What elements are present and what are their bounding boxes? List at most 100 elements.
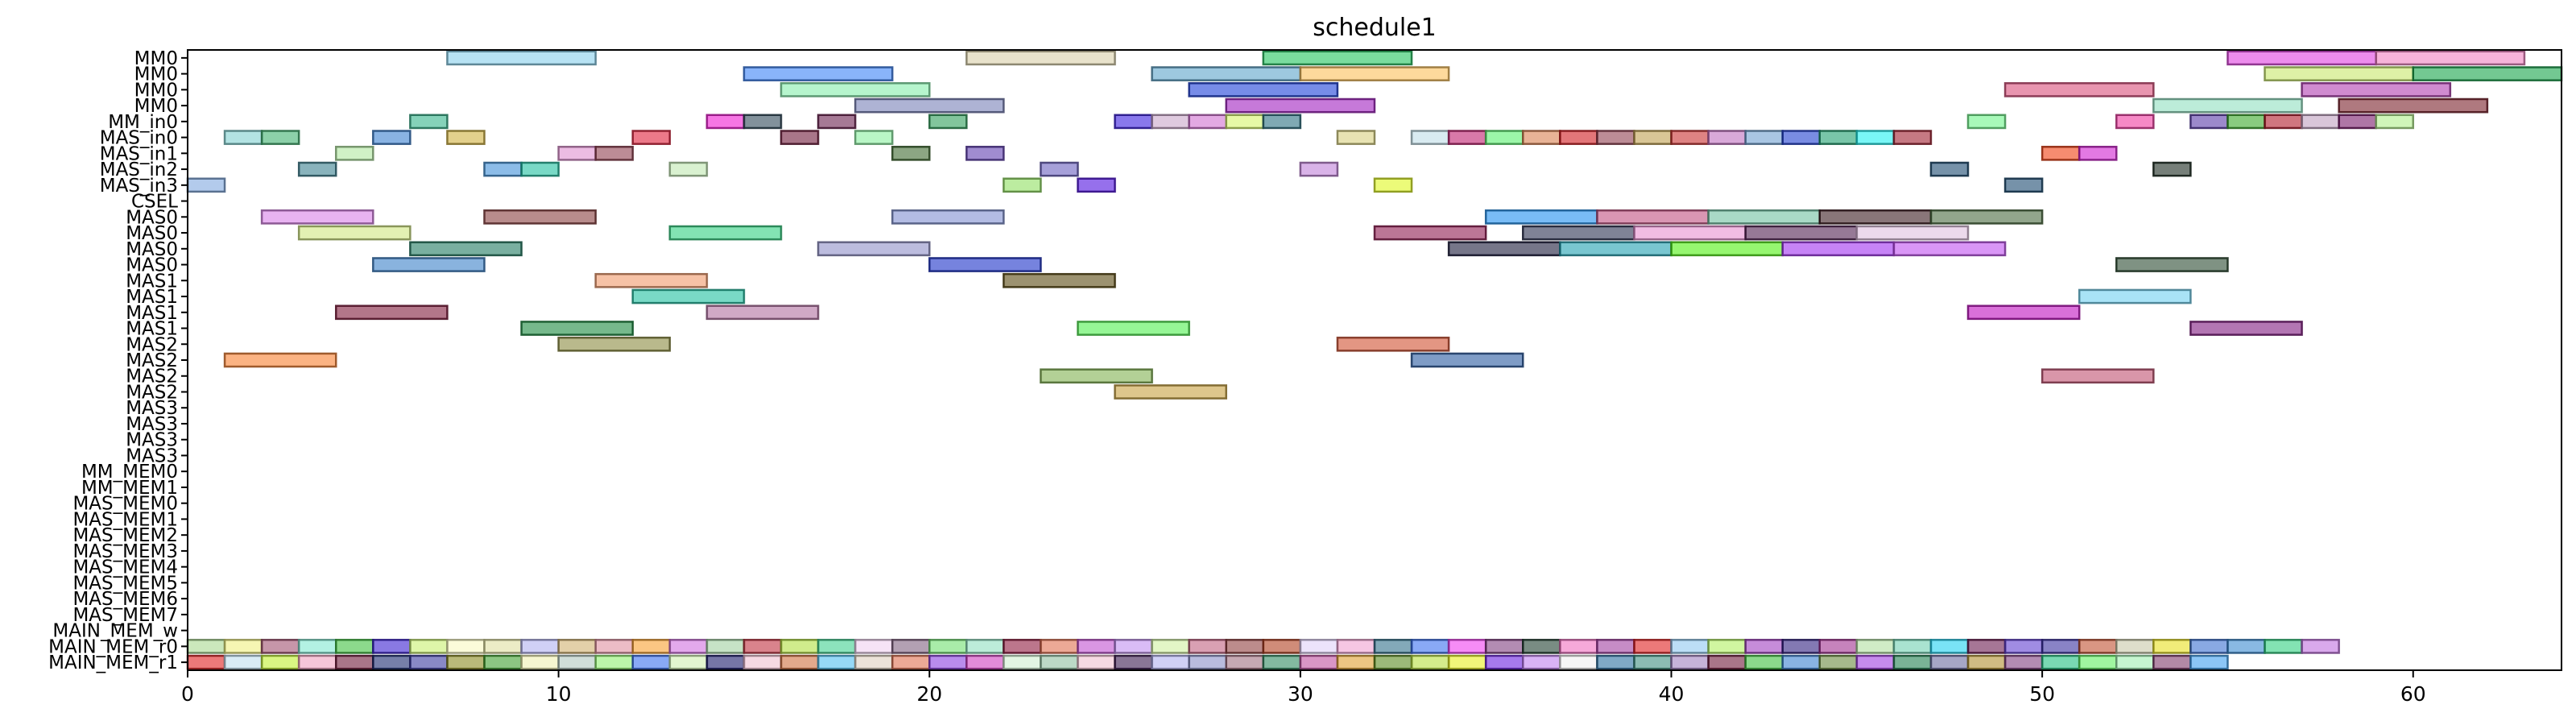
task-bar <box>891 209 1005 225</box>
memory-r1-bar <box>965 654 1005 670</box>
memory-r0-bar <box>1744 639 1784 654</box>
task-bar <box>520 321 634 336</box>
memory-r1-bar <box>928 654 968 670</box>
memory-r0-bar <box>705 639 746 654</box>
x-tick-label: 10 <box>546 682 572 706</box>
memory-r0-bar <box>297 639 337 654</box>
memory-r0-bar <box>668 639 709 654</box>
memory-r1-bar <box>1040 654 1079 670</box>
task-bar <box>2189 114 2229 130</box>
task-bar <box>854 97 1005 114</box>
memory-r1-bar <box>223 654 263 670</box>
memory-r1-bar <box>557 654 597 670</box>
memory-r0-bar <box>335 639 374 654</box>
memory-r0-bar <box>223 639 263 654</box>
task-bar <box>1447 241 1561 257</box>
memory-r0-bar <box>1225 639 1265 654</box>
y-tick-label: MAS_in0 <box>100 128 178 149</box>
task-bar <box>1447 130 1487 145</box>
y-tick-label: MAS2 <box>126 382 178 403</box>
memory-r0-bar <box>854 639 894 654</box>
memory-r1-bar <box>705 654 746 670</box>
memory-r1-bar <box>335 654 374 670</box>
task-bar <box>1744 225 1859 241</box>
memory-r1-bar <box>260 654 300 670</box>
task-bar <box>1781 130 1821 145</box>
memory-r0-bar <box>742 639 783 654</box>
task-bar <box>965 50 1116 66</box>
task-bar <box>409 241 523 257</box>
memory-r1-bar <box>668 654 709 670</box>
y-tick-label: MAS1 <box>126 271 178 292</box>
memory-r0-bar <box>1670 639 1710 654</box>
memory-r1-bar <box>1633 654 1673 670</box>
task-bar <box>631 288 746 304</box>
task-bar <box>705 114 746 130</box>
task-bar <box>297 225 411 241</box>
task-bar <box>1410 352 1524 368</box>
task-bar <box>1633 225 1747 241</box>
memory-r1-bar <box>1151 654 1190 670</box>
x-tick-label: 40 <box>1659 682 1685 706</box>
task-bar <box>2003 82 2155 97</box>
task-bar <box>1299 66 1450 81</box>
x-tick-label: 50 <box>2029 682 2055 706</box>
y-tick-label: MAS_MEM0 <box>72 494 178 515</box>
memory-r1-bar <box>1373 654 1413 670</box>
task-bar <box>2041 368 2155 384</box>
memory-r1-bar <box>1670 654 1710 670</box>
task-bar <box>372 130 411 145</box>
memory-r1-bar <box>2189 654 2229 670</box>
task-bar <box>1522 225 1635 241</box>
task-bar <box>2301 82 2452 97</box>
task-bar <box>2115 114 2155 130</box>
memory-r0-bar <box>1373 639 1413 654</box>
memory-r0-bar <box>928 639 968 654</box>
memory-r1-bar <box>1929 654 1970 670</box>
memory-r0-bar <box>1966 639 2007 654</box>
task-bar <box>1855 130 1896 145</box>
memory-r1-bar <box>1707 654 1747 670</box>
memory-r1-bar <box>2003 654 2044 670</box>
y-axis-labels: MM0MM0MM0MM0MM_in0MAS_in0MAS_in1MAS_in2M… <box>48 48 188 673</box>
memory-r0-bar <box>1114 639 1153 654</box>
y-tick-label: MAS_in2 <box>100 160 178 180</box>
task-bar <box>1262 50 1413 66</box>
task-bar <box>928 257 1042 272</box>
memory-r1-bar <box>1447 654 1487 670</box>
task-bar <box>520 161 560 177</box>
memory-r0-bar <box>1151 639 1190 654</box>
memory-r0-bar <box>1077 639 1116 654</box>
task-bar <box>1225 97 1376 114</box>
task-bar <box>260 209 374 225</box>
memory-r1-bar <box>2152 654 2192 670</box>
task-bar <box>335 145 374 161</box>
memory-r0-bar <box>1447 639 1487 654</box>
memory-r1-bar <box>1336 654 1376 670</box>
memory-r0-bar <box>483 639 523 654</box>
task-bar <box>1040 368 1153 384</box>
memory-r0-bar <box>1262 639 1302 654</box>
task-bar <box>1151 66 1302 81</box>
task-bar <box>1373 177 1413 193</box>
task-bar <box>2338 97 2489 114</box>
task-bar <box>1892 241 2007 257</box>
y-tick-label: MAS_MEM2 <box>72 525 178 546</box>
memory-r0-bar <box>1299 639 1339 654</box>
memory-r0-bar <box>817 639 857 654</box>
x-axis: 0 10 20 30 40 50 60 <box>181 670 2426 706</box>
chart-title: schedule1 <box>1313 14 1437 42</box>
task-bar <box>1336 130 1376 145</box>
y-tick-label: MAIN_MEM_w <box>52 621 178 642</box>
memory-r1-bar <box>854 654 894 670</box>
memory-r0-bar <box>2189 639 2229 654</box>
memory-r1-bar <box>631 654 672 670</box>
memory-r0-bar <box>2152 639 2192 654</box>
task-bar <box>2264 114 2303 130</box>
task-bar <box>668 225 783 241</box>
task-bar <box>2041 145 2081 161</box>
y-tick-label: MAS0 <box>126 223 178 244</box>
x-tick-label: 30 <box>1288 682 1313 706</box>
task-bar <box>631 130 672 145</box>
memory-r0-bar <box>2003 639 2044 654</box>
